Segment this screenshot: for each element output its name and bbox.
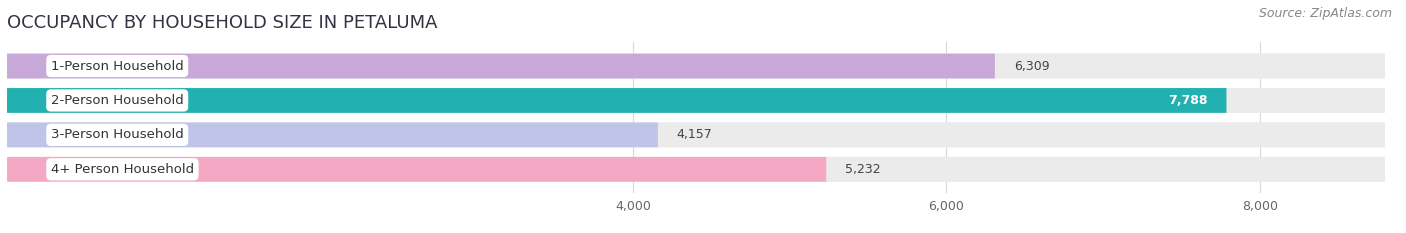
Text: 7,788: 7,788 — [1168, 94, 1208, 107]
FancyBboxPatch shape — [7, 123, 658, 147]
Text: 5,232: 5,232 — [845, 163, 880, 176]
Text: 4,157: 4,157 — [676, 128, 713, 141]
Text: 2-Person Household: 2-Person Household — [51, 94, 184, 107]
Text: 3-Person Household: 3-Person Household — [51, 128, 184, 141]
FancyBboxPatch shape — [7, 88, 1385, 113]
FancyBboxPatch shape — [7, 87, 1385, 114]
FancyBboxPatch shape — [7, 156, 1385, 183]
FancyBboxPatch shape — [7, 157, 827, 182]
FancyBboxPatch shape — [7, 121, 1385, 149]
FancyBboxPatch shape — [7, 88, 1385, 113]
FancyBboxPatch shape — [7, 54, 995, 79]
Text: 4+ Person Household: 4+ Person Household — [51, 163, 194, 176]
FancyBboxPatch shape — [7, 157, 1385, 182]
FancyBboxPatch shape — [7, 54, 1385, 79]
FancyBboxPatch shape — [7, 88, 1226, 113]
Text: OCCUPANCY BY HOUSEHOLD SIZE IN PETALUMA: OCCUPANCY BY HOUSEHOLD SIZE IN PETALUMA — [7, 14, 437, 32]
FancyBboxPatch shape — [7, 54, 1385, 79]
FancyBboxPatch shape — [7, 123, 1385, 147]
Text: Source: ZipAtlas.com: Source: ZipAtlas.com — [1258, 7, 1392, 20]
Text: 1-Person Household: 1-Person Household — [51, 60, 184, 72]
Text: 6,309: 6,309 — [1014, 60, 1049, 72]
FancyBboxPatch shape — [7, 157, 1385, 182]
FancyBboxPatch shape — [7, 52, 1385, 80]
FancyBboxPatch shape — [7, 123, 1385, 147]
